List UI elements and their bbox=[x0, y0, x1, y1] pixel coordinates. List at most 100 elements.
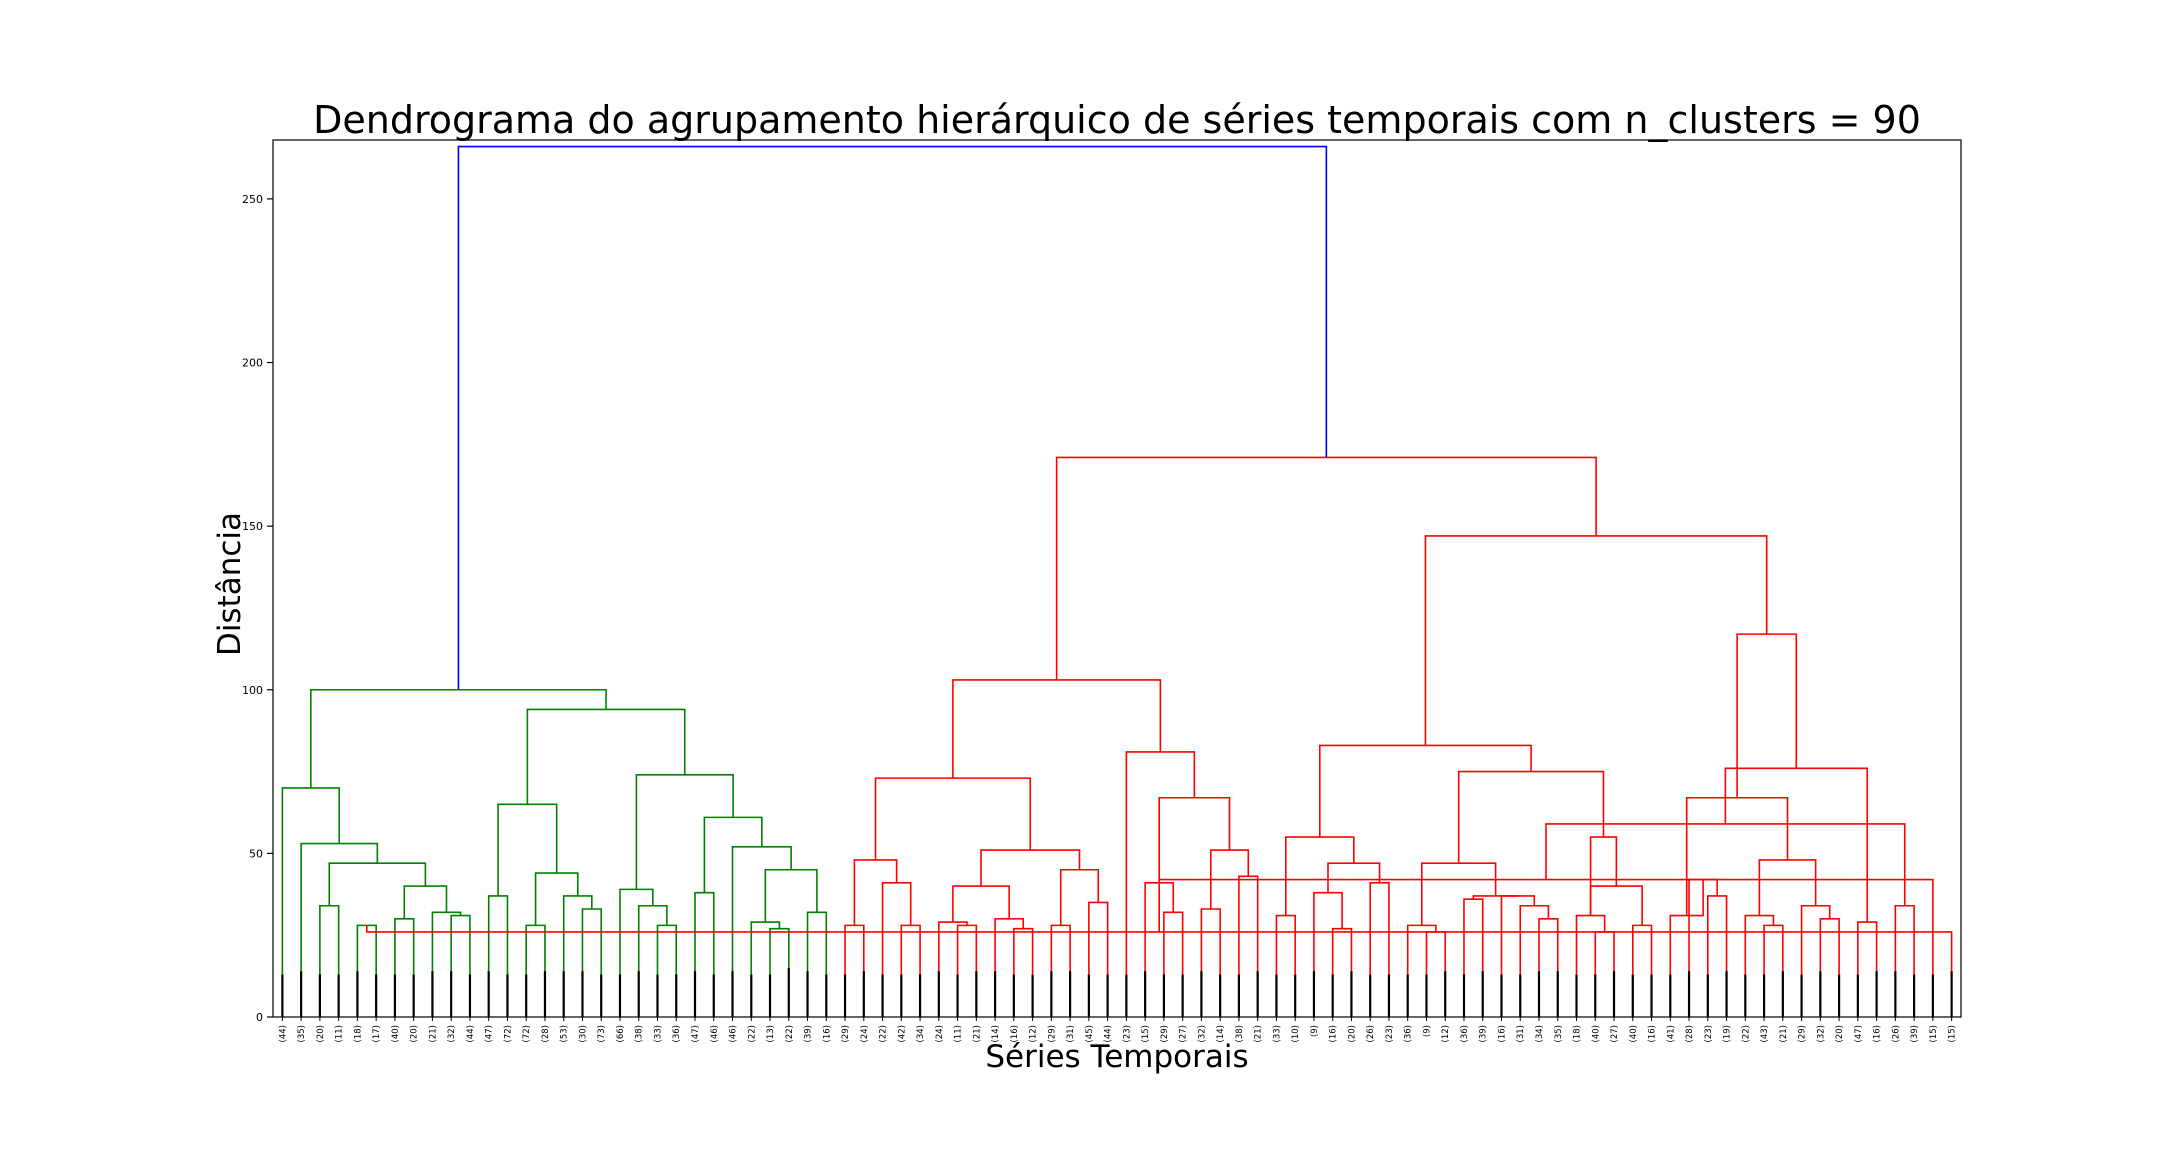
dendrogram-link bbox=[764, 868, 818, 923]
dendrogram-link bbox=[497, 803, 558, 896]
y-tick-label: 200 bbox=[242, 357, 263, 370]
y-tick-label: 100 bbox=[242, 684, 263, 697]
x-tick-label: (46) bbox=[710, 1025, 720, 1042]
x-tick-label: (30) bbox=[578, 1025, 588, 1042]
x-tick-label: (16) bbox=[1497, 1025, 1507, 1042]
x-tick-label: (40) bbox=[1591, 1025, 1601, 1042]
dendrogram-link bbox=[1425, 931, 1447, 1017]
x-tick-label: (29) bbox=[1798, 1025, 1808, 1042]
x-tick-label: (44) bbox=[466, 1025, 476, 1042]
dendrogram-link bbox=[1050, 924, 1071, 1017]
dendrogram-link bbox=[1589, 836, 1618, 916]
dendrogram-link bbox=[881, 882, 912, 1017]
dendrogram-link bbox=[1500, 895, 1536, 1017]
dendrogram-link bbox=[1055, 456, 1597, 680]
dendrogram-link bbox=[956, 924, 978, 1017]
x-tick-label: (20) bbox=[410, 1025, 420, 1042]
x-tick-label: (15) bbox=[1929, 1025, 1939, 1042]
x-tick-label: (32) bbox=[1197, 1025, 1207, 1042]
x-tick-label: (33) bbox=[653, 1025, 663, 1042]
x-tick-label: (27) bbox=[1179, 1025, 1189, 1042]
x-tick-label: (38) bbox=[1235, 1025, 1245, 1042]
dendrogram-link bbox=[525, 924, 546, 1017]
x-tick-label: (16) bbox=[1648, 1025, 1658, 1042]
x-tick-label: (17) bbox=[372, 1025, 382, 1042]
dendrogram-link bbox=[365, 925, 1953, 1017]
x-tick-label: (32) bbox=[1816, 1025, 1826, 1042]
x-tick-label: (36) bbox=[1404, 1025, 1414, 1042]
dendrogram-link bbox=[1125, 751, 1196, 1017]
x-tick-label: (47) bbox=[1854, 1025, 1864, 1042]
dendrogram-link bbox=[694, 891, 715, 1017]
x-tick-label: (72) bbox=[522, 1025, 532, 1042]
dendrogram-link bbox=[1200, 908, 1221, 1017]
dendrogram-link bbox=[356, 924, 377, 1017]
dendrogram-link bbox=[1707, 895, 1728, 1017]
x-tick-label: (43) bbox=[1760, 1025, 1770, 1042]
x-tick-label: (72) bbox=[503, 1025, 513, 1042]
x-axis-ticks: (44) (35) (20) (11) (18) (17) (40) (20) (21) (32)… bbox=[278, 1017, 1958, 1042]
x-tick-label: (21) bbox=[428, 1025, 438, 1042]
x-tick-label: (20) bbox=[316, 1025, 326, 1042]
x-tick-label: (16) bbox=[1010, 1025, 1020, 1042]
x-tick-label: (20) bbox=[1347, 1025, 1357, 1042]
dendrogram-link bbox=[328, 862, 427, 906]
dendrogram-link bbox=[581, 908, 603, 1017]
dendrogram-link bbox=[1669, 879, 1704, 1017]
x-tick-label: (35) bbox=[1554, 1025, 1564, 1042]
dendrogram-link bbox=[1424, 535, 1768, 746]
x-tick-label: (23) bbox=[1122, 1025, 1132, 1042]
x-tick-label: (21) bbox=[1779, 1025, 1789, 1042]
x-tick-label: (23) bbox=[1704, 1025, 1714, 1042]
dendrogram-link bbox=[1589, 885, 1643, 926]
dendrogram-link bbox=[1519, 904, 1550, 1017]
x-tick-label: (23) bbox=[1385, 1025, 1395, 1042]
dendrogram-link bbox=[1158, 878, 1934, 1017]
dendrogram-link bbox=[994, 918, 1025, 1017]
x-tick-label: (39) bbox=[1479, 1025, 1489, 1042]
dendrogram-link bbox=[1819, 918, 1840, 1017]
x-tick-label: (22) bbox=[1741, 1025, 1751, 1042]
dendrogram-link bbox=[1545, 823, 1906, 906]
x-tick-label: (10) bbox=[1291, 1025, 1301, 1042]
y-axis-label: Distância bbox=[212, 512, 248, 656]
x-tick-label: (29) bbox=[1047, 1025, 1057, 1042]
dendrogram-link bbox=[1059, 868, 1100, 926]
x-tick-label: (16) bbox=[1329, 1025, 1339, 1042]
dendrogram-link bbox=[1724, 767, 1869, 923]
dendrogram-link bbox=[1744, 914, 1775, 1017]
dendrogram-link bbox=[487, 895, 509, 1017]
dendrogram-links bbox=[281, 145, 1953, 1017]
dendrogram-link bbox=[1013, 927, 1034, 1017]
dendrogram-link bbox=[1088, 901, 1109, 1017]
dendrogram-link bbox=[938, 921, 968, 1017]
dendrogram-link bbox=[1857, 921, 1878, 1017]
x-tick-label: (21) bbox=[972, 1025, 982, 1042]
x-tick-label: (27) bbox=[1610, 1025, 1620, 1042]
x-tick-label: (33) bbox=[1272, 1025, 1282, 1042]
x-tick-label: (22) bbox=[785, 1025, 795, 1042]
dendrogram-link bbox=[457, 145, 1328, 690]
x-tick-label: (40) bbox=[391, 1025, 401, 1042]
x-tick-label: (16) bbox=[1873, 1025, 1883, 1042]
x-tick-label: (34) bbox=[916, 1025, 926, 1042]
x-tick-label: (9) bbox=[1422, 1025, 1432, 1037]
x-tick-label: (66) bbox=[616, 1025, 626, 1042]
x-tick-label: (11) bbox=[335, 1025, 345, 1042]
x-tick-label: (28) bbox=[1685, 1025, 1695, 1042]
y-tick-label: 150 bbox=[242, 520, 263, 533]
dendrogram-link bbox=[1318, 744, 1532, 838]
x-tick-label: (24) bbox=[860, 1025, 870, 1042]
x-tick-label: (24) bbox=[935, 1025, 945, 1042]
dendrogram-link bbox=[1313, 891, 1343, 1017]
x-tick-label: (36) bbox=[672, 1025, 682, 1042]
x-tick-label: (46) bbox=[729, 1025, 739, 1042]
dendrogram-link bbox=[1163, 911, 1184, 1017]
dendrogram-link bbox=[1275, 914, 1296, 1017]
dendrogram-link bbox=[1575, 914, 1606, 1017]
y-tick-label: 50 bbox=[249, 847, 263, 860]
dendrogram-link bbox=[1736, 633, 1798, 798]
x-tick-label: (35) bbox=[297, 1025, 307, 1042]
dendrogram-link bbox=[750, 921, 781, 1017]
dendrogram-link bbox=[635, 774, 734, 890]
